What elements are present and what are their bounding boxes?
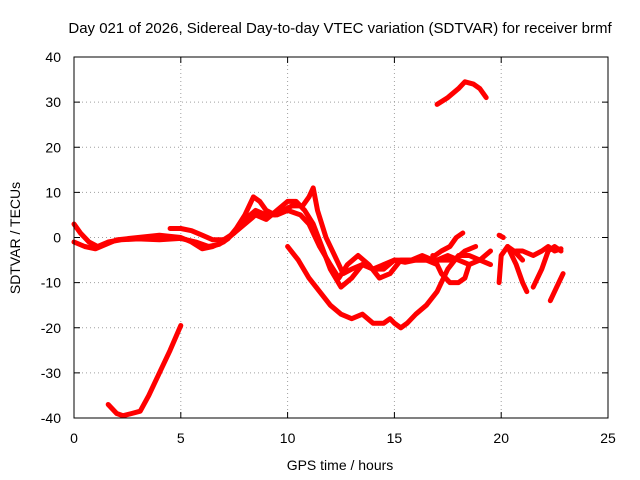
chart-title: Day 021 of 2026, Sidereal Day-to-day VTE…	[68, 20, 612, 37]
x-tick-label: 0	[70, 430, 78, 446]
series-arc-5	[105, 323, 184, 419]
x-tick-label: 10	[280, 430, 296, 446]
series-arc-6	[430, 253, 472, 286]
series-arc-14	[547, 271, 566, 304]
y-tick-label: -10	[41, 275, 61, 291]
x-tick-label: 15	[387, 430, 403, 446]
series-arc-7	[432, 230, 466, 258]
y-tick-label: -20	[41, 320, 61, 336]
y-tick-label: 40	[45, 49, 61, 65]
x-tick-label: 20	[493, 430, 509, 446]
y-tick-label: 20	[45, 139, 61, 155]
y-tick-label: -30	[41, 365, 61, 381]
x-tick-label: 25	[600, 430, 616, 446]
series-arc-4	[285, 244, 493, 331]
axis-ticks: 0 5 10 15 20 25 -40 -30 -20 -10 0 10 20 30 40	[41, 49, 616, 446]
series-arc-10	[496, 232, 506, 240]
y-tick-label: 10	[45, 184, 61, 200]
y-tick-label: 0	[53, 230, 61, 246]
series-arc-8	[434, 79, 489, 107]
series-arc-12	[513, 244, 564, 258]
x-axis-label: GPS time / hours	[287, 457, 394, 473]
series-layer	[71, 79, 566, 419]
series-arc-13	[530, 244, 564, 290]
series-arc-11	[505, 244, 530, 295]
y-axis-label: SDTVAR / TECUs	[7, 182, 23, 294]
y-tick-label: 30	[45, 94, 61, 110]
series-arc-1	[71, 185, 440, 277]
y-tick-label: -40	[41, 410, 61, 426]
x-tick-label: 5	[177, 430, 185, 446]
series-arc-2	[71, 207, 479, 281]
